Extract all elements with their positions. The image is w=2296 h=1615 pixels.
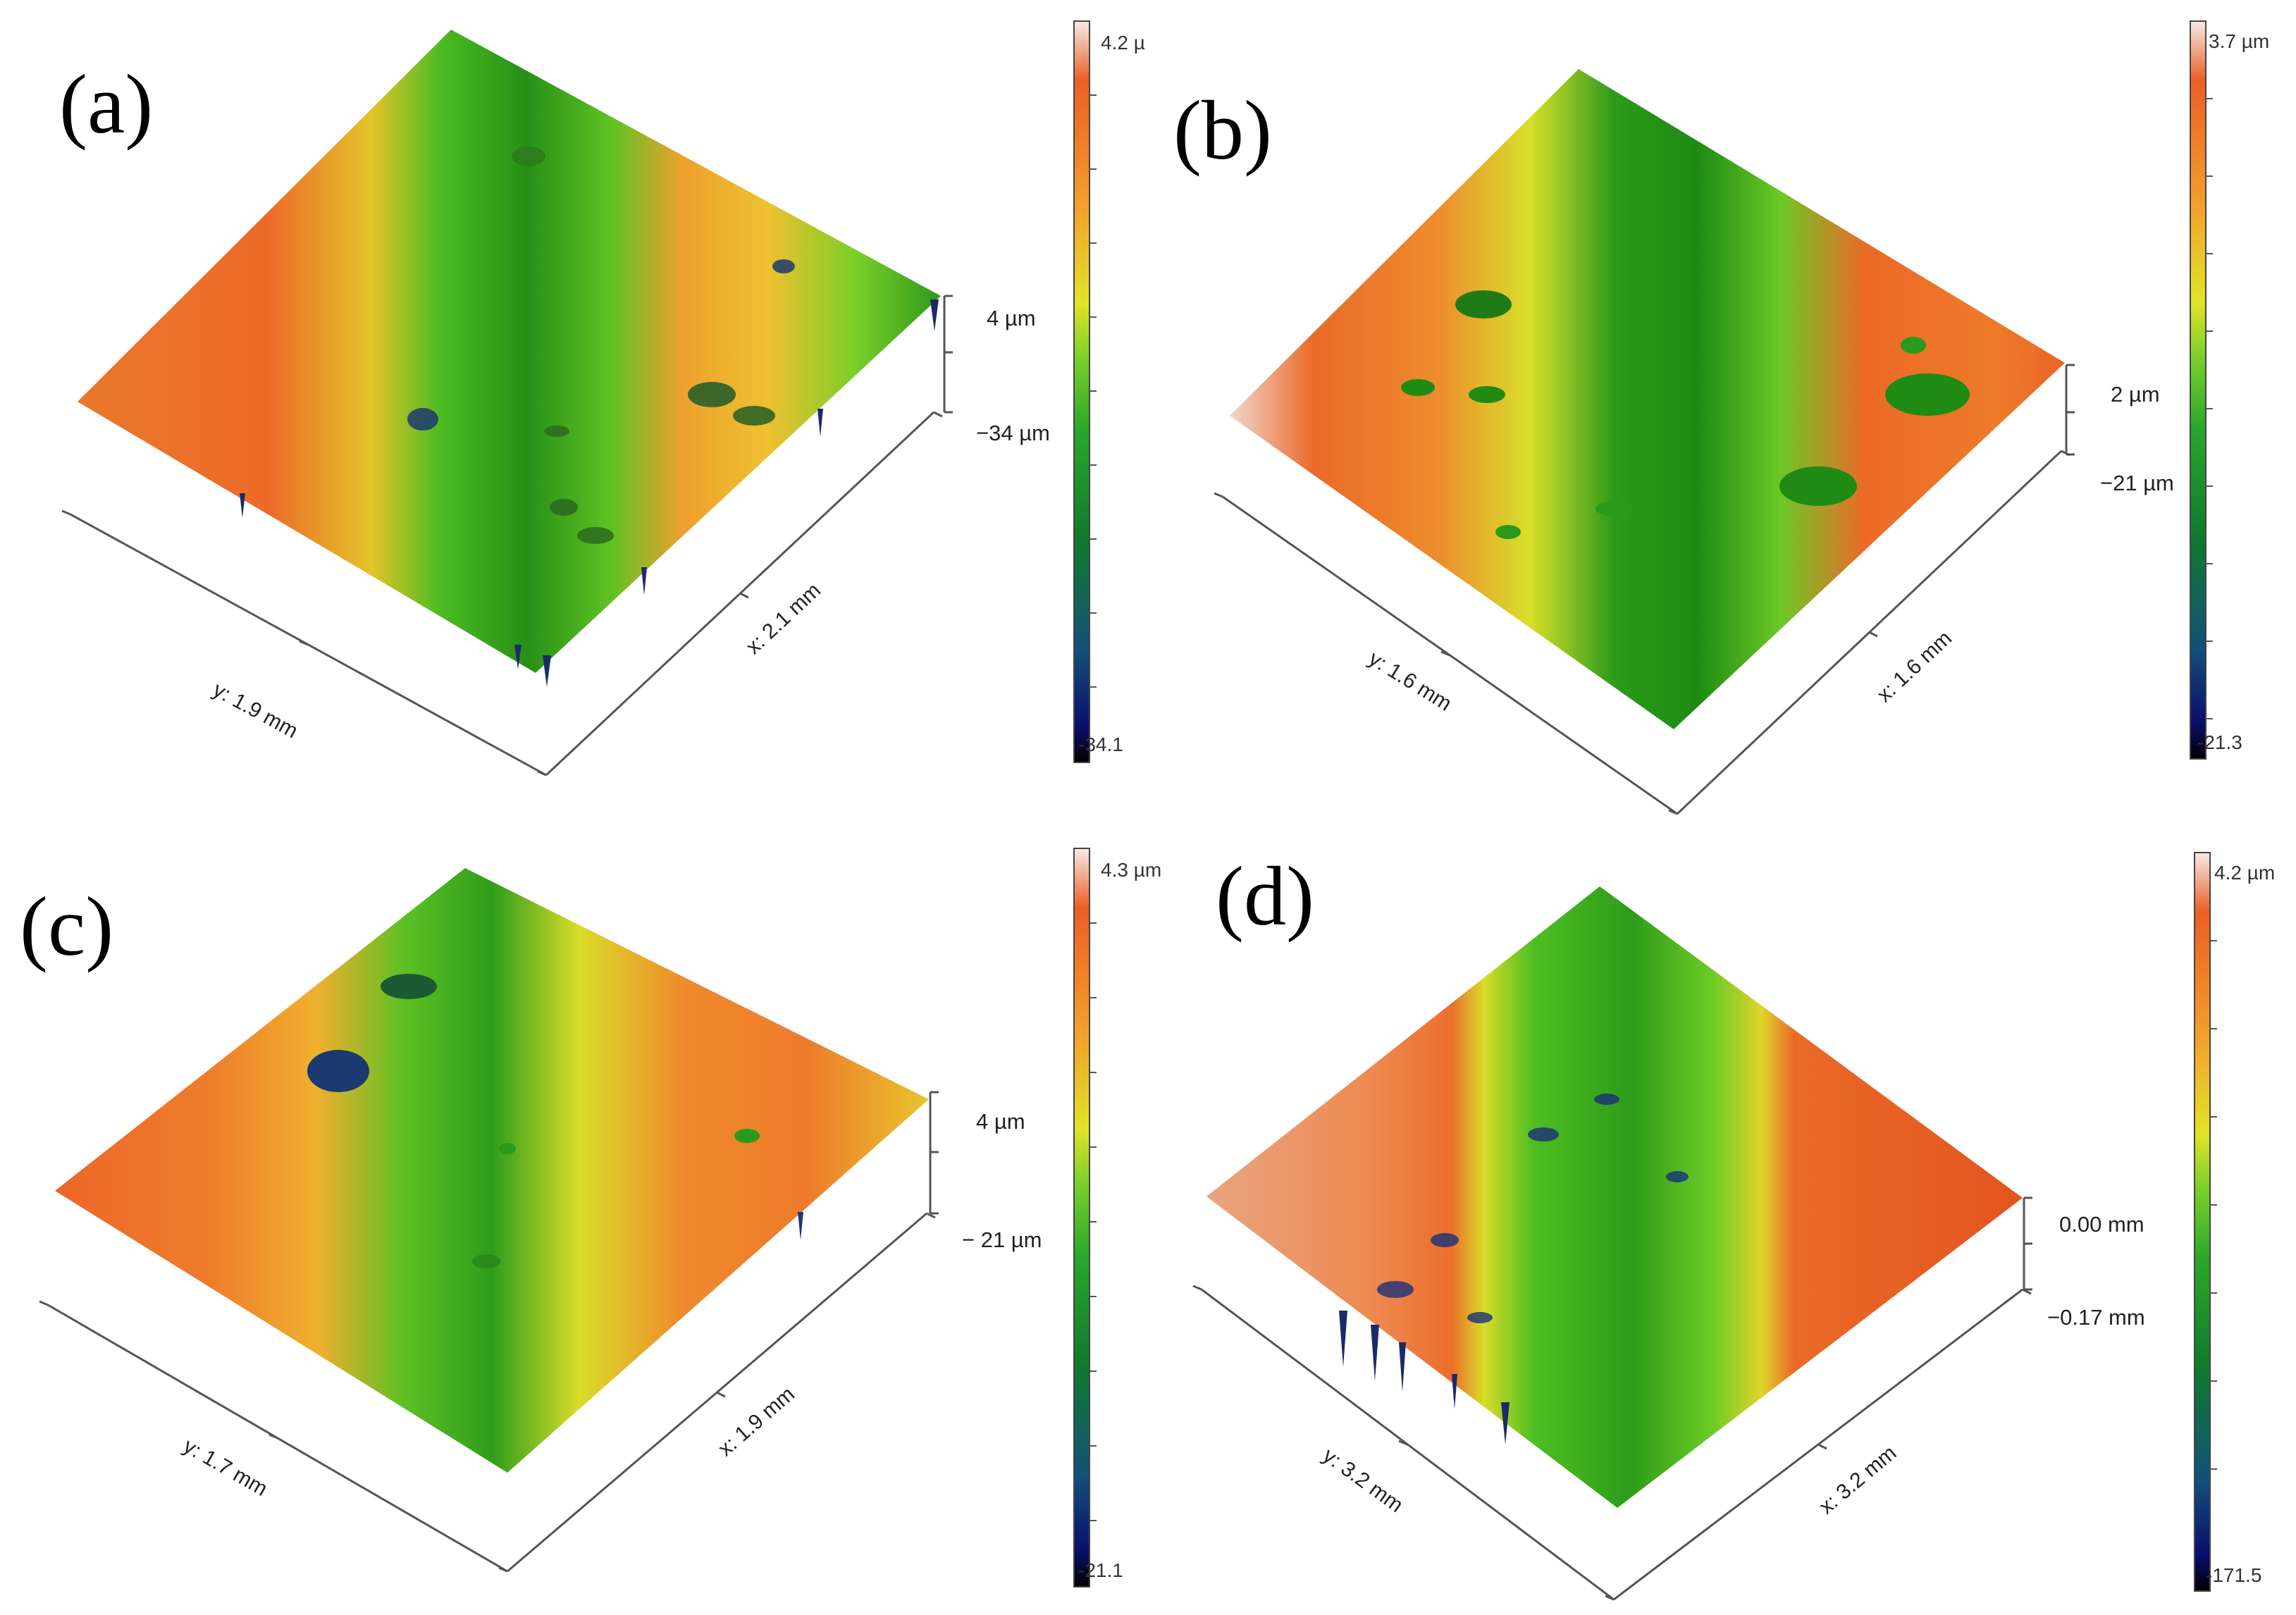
panel-c-surface xyxy=(55,868,929,1473)
panel-c-colorbar xyxy=(1074,848,1090,1587)
panel-c-colorbar-max: 4.3 µm xyxy=(1101,859,1161,881)
panel-d-x-axis-label: x: 3.2 mm xyxy=(1815,1441,1901,1518)
panel-c-z-bottom: − 21 µm xyxy=(962,1227,1042,1252)
panel-a-label: (a) xyxy=(59,57,153,151)
panel-d-colorbar-max: 4.2 µm xyxy=(2214,862,2275,884)
panel-b-surface xyxy=(1230,69,2065,729)
panel-d-y-axis-label: y: 3.2 mm xyxy=(1319,1444,1407,1517)
panel-b-colorbar-max: 3.7 µm xyxy=(2209,30,2269,52)
panel-b-colorbar-min: -21.3 xyxy=(2197,731,2242,753)
panel-a-surface xyxy=(78,30,941,673)
panel-a-y-axis-label: y: 1.9 mm xyxy=(209,678,302,743)
panel-c-spikes xyxy=(798,1212,803,1240)
panel-d-label: (d) xyxy=(1216,849,1314,943)
panel-d-colorbar xyxy=(2195,853,2210,1591)
panel-d-surface xyxy=(1206,886,2023,1508)
panel-a-z-bottom: −34 µm xyxy=(976,421,1050,445)
panel-b-label: (b) xyxy=(1173,83,1272,177)
panel-b-y-axis xyxy=(1222,495,1678,815)
panel-a-x-axis-label: x: 2.1 mm xyxy=(741,578,825,659)
panel-c-y-axis-label: y: 1.7 mm xyxy=(180,1434,272,1500)
panel-d-spikes xyxy=(1339,1311,1510,1444)
panel-d-z-top: 0.00 mm xyxy=(2059,1212,2144,1237)
panel-d-colorbar-min: -171.5 xyxy=(2206,1564,2261,1586)
panel-b-y-axis-label: y: 1.6 mm xyxy=(1364,647,1455,716)
panel-a-colorbar-min: -34.1 xyxy=(1078,734,1123,755)
panel-d: (d) y: 3.2 mm x: 3.2 mm xyxy=(1192,849,2275,1601)
panel-b-z-bottom: −21 µm xyxy=(2100,471,2174,495)
panel-a-z-top: 4 µm xyxy=(987,306,1036,330)
panel-c-x-axis-label: x: 1.9 mm xyxy=(714,1382,799,1461)
panel-a-colorbar-max: 4.2 µ xyxy=(1101,32,1145,54)
panel-c-patches xyxy=(307,974,760,1268)
panel-a-pits xyxy=(407,147,795,544)
panel-a-spikes xyxy=(240,299,939,687)
panel-d-rough-band xyxy=(1377,1094,1689,1323)
panel-c-label: (c) xyxy=(20,879,113,973)
panel-c-z-top: 4 µm xyxy=(976,1109,1025,1134)
panel-b-patches xyxy=(1401,290,1970,539)
panel-b-z-top: 2 µm xyxy=(2111,382,2160,407)
panel-d-y-axis xyxy=(1201,1288,1615,1601)
panel-b: (b) y: 1.6 mm x: 1.6 mm 2 µm −21 µm xyxy=(1173,20,2269,815)
panel-c-colorbar-min: -21.1 xyxy=(1078,1559,1123,1581)
panel-a-colorbar xyxy=(1074,21,1090,762)
panel-a-y-axis xyxy=(70,513,547,776)
panel-a: (a) y: 1.9 mm xyxy=(59,20,1145,776)
panel-d-z-bottom: −0.17 mm xyxy=(2047,1305,2145,1330)
panel-c: (c) y: 1.7 mm x: 1.9 mm 4 µm − 21 µm xyxy=(20,848,1161,1588)
panel-b-x-axis-label: x: 1.6 mm xyxy=(1872,626,1956,707)
panel-b-colorbar xyxy=(2190,21,2206,759)
